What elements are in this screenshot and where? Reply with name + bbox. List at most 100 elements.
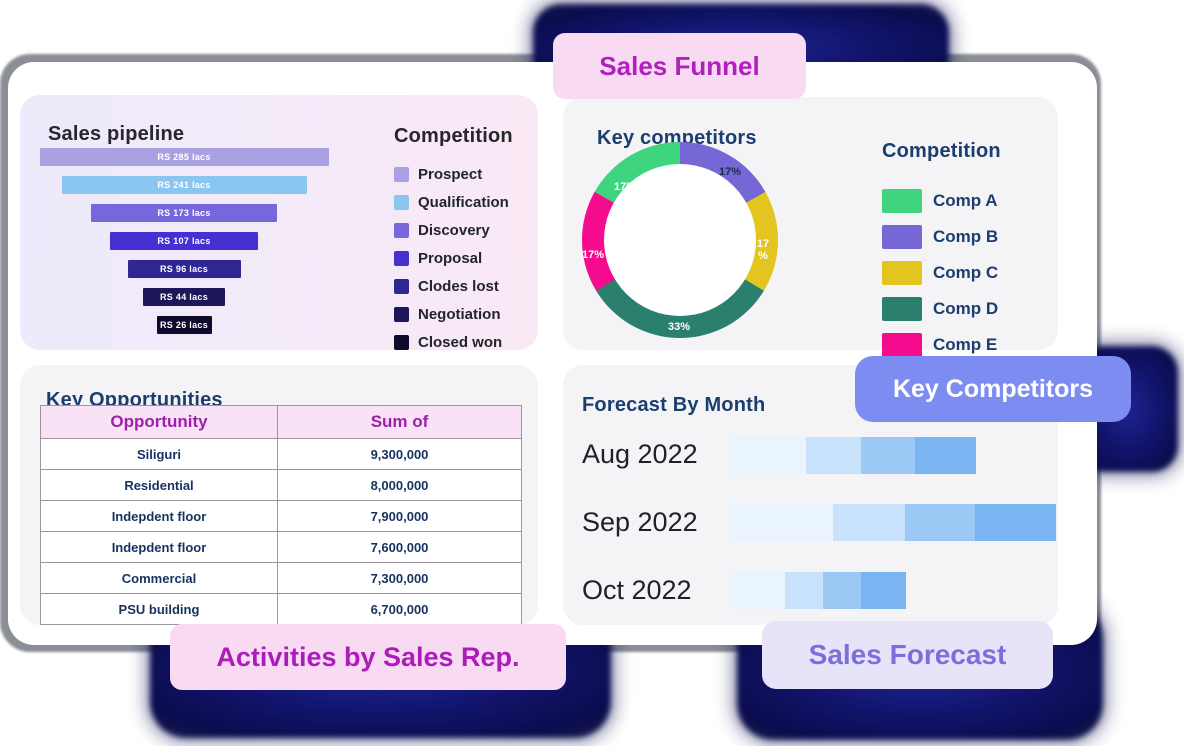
cell-sum: 7,600,000 xyxy=(277,531,522,563)
bar-segment xyxy=(730,504,833,541)
key-competitors-panel: Key competitors 17% 17% 17 % 33% 17% Com… xyxy=(563,97,1058,357)
funnel-bar: RS 241 lacs xyxy=(61,176,307,194)
funnel-bar: RS 96 lacs xyxy=(127,260,241,278)
funnel-bar: RS 26 lacs xyxy=(156,316,212,334)
competitors-legend-title: Competition xyxy=(882,139,1001,162)
forecast-stacked-bar xyxy=(730,504,1056,541)
table-row: Residential 8,000,000 xyxy=(40,469,522,501)
competitors-donut-chart: 17% 17% 17 % 33% 17% xyxy=(582,142,778,338)
legend-swatch-icon xyxy=(882,296,922,321)
legend-item: Discovery xyxy=(394,221,534,239)
column-header-opportunity: Opportunity xyxy=(40,405,278,439)
funnel-bar-label: RS 26 lacs xyxy=(159,320,209,330)
legend-label: Comp C xyxy=(933,262,999,282)
funnel-bar-label: RS 241 lacs xyxy=(157,180,211,190)
bar-segment xyxy=(806,437,861,474)
competitors-legend: Competition Comp A Comp B Comp C Comp D … xyxy=(882,123,1001,369)
sales-funnel-badge[interactable]: Sales Funnel xyxy=(553,33,806,99)
key-opportunities-panel: Key Opportunities Opportunity Sum of Sil… xyxy=(20,365,538,625)
funnel-bar: RS 285 lacs xyxy=(39,148,329,166)
legend-item: Comp A xyxy=(882,188,1001,213)
funnel-bar: RS 173 lacs xyxy=(91,204,277,222)
table-row: Indepdent floor 7,900,000 xyxy=(40,500,522,532)
legend-item: Negotiation xyxy=(394,305,534,323)
cell-opportunity: Indepdent floor xyxy=(40,531,278,563)
table-row: Commercial 7,300,000 xyxy=(40,562,522,594)
sales-forecast-badge[interactable]: Sales Forecast xyxy=(762,621,1053,689)
legend-item: Proposal xyxy=(394,249,534,267)
legend-label: Closed won xyxy=(418,333,503,351)
legend-label: Clodes lost xyxy=(418,277,499,295)
funnel-bar: RS 44 lacs xyxy=(143,288,225,306)
legend-swatch-icon xyxy=(882,332,922,357)
legend-item: Comp D xyxy=(882,296,1001,321)
cell-sum: 6,700,000 xyxy=(277,593,522,625)
cell-opportunity: Residential xyxy=(40,469,278,501)
legend-swatch-icon xyxy=(882,260,922,285)
key-competitors-badge[interactable]: Key Competitors xyxy=(855,356,1131,422)
cell-sum: 8,000,000 xyxy=(277,469,522,501)
cell-sum: 9,300,000 xyxy=(277,438,522,470)
legend-item: Clodes lost xyxy=(394,277,534,295)
legend-label: Discovery xyxy=(418,221,490,239)
cell-sum: 7,300,000 xyxy=(277,562,522,594)
legend-swatch-icon xyxy=(882,188,922,213)
legend-item: Comp E xyxy=(882,332,1001,357)
key-competitors-title: Key competitors xyxy=(597,126,757,149)
bar-segment xyxy=(861,572,906,609)
opportunities-table: Opportunity Sum of Siliguri 9,300,000 Res… xyxy=(40,405,522,625)
bar-segment xyxy=(905,504,975,541)
funnel-bar-label: RS 107 lacs xyxy=(157,236,211,246)
funnel-bar-label: RS 44 lacs xyxy=(159,292,209,302)
legend-swatch-icon xyxy=(394,250,409,266)
bar-segment xyxy=(730,572,785,609)
bar-segment xyxy=(833,504,905,541)
table-row: Siliguri 9,300,000 xyxy=(40,438,522,470)
legend-item: Closed won xyxy=(394,333,534,351)
legend-swatch-icon xyxy=(394,166,409,182)
forecast-title: Forecast By Month xyxy=(582,393,766,416)
pipeline-legend-title: Competition xyxy=(394,124,513,147)
legend-item: Qualification xyxy=(394,193,534,211)
table-row: Indepdent floor 7,600,000 xyxy=(40,531,522,563)
donut-slice-label: 17% xyxy=(581,248,605,261)
bar-segment xyxy=(915,437,976,474)
legend-swatch-icon xyxy=(394,222,409,238)
funnel-bar-label: RS 173 lacs xyxy=(157,208,211,218)
legend-label: Negotiation xyxy=(418,305,501,323)
sales-pipeline-panel: Sales pipeline RS 285 lacs RS 241 lacs R… xyxy=(20,95,538,351)
month-label: Oct 2022 xyxy=(582,575,692,605)
legend-swatch-icon xyxy=(394,278,409,294)
legend-item: Comp C xyxy=(882,260,1001,285)
cell-opportunity: PSU building xyxy=(40,593,278,625)
column-header-sum: Sum of xyxy=(277,405,522,439)
legend-item: Prospect xyxy=(394,166,534,183)
bar-segment xyxy=(861,437,915,474)
funnel-bar-label: RS 96 lacs xyxy=(159,264,209,274)
activities-badge[interactable]: Activities by Sales Rep. xyxy=(170,624,566,690)
bar-segment xyxy=(823,572,861,609)
pipeline-legend: Competition Prospect Qualification Disco… xyxy=(394,108,534,363)
donut-slice-label: 17% xyxy=(613,180,637,193)
sales-pipeline-funnel-chart: RS 285 lacs RS 241 lacs RS 173 lacs RS 1… xyxy=(30,148,338,344)
bar-segment xyxy=(785,572,823,609)
cell-opportunity: Commercial xyxy=(40,562,278,594)
bar-segment xyxy=(730,437,806,474)
legend-swatch-icon xyxy=(394,306,409,322)
donut-slice-label: 17 % xyxy=(756,237,770,262)
legend-label: Comp D xyxy=(933,298,999,318)
legend-label: Qualification xyxy=(418,193,509,211)
table-header-row: Opportunity Sum of xyxy=(40,405,522,439)
legend-swatch-icon xyxy=(394,334,409,350)
forecast-stacked-bar xyxy=(730,437,976,474)
bar-segment xyxy=(975,504,1056,541)
dashboard-card: Sales pipeline RS 285 lacs RS 241 lacs R… xyxy=(8,62,1097,645)
forecast-stacked-bar xyxy=(730,572,906,609)
funnel-bar: RS 107 lacs xyxy=(110,232,258,250)
sales-pipeline-title: Sales pipeline xyxy=(48,122,185,145)
legend-swatch-icon xyxy=(394,194,409,210)
legend-item: Comp B xyxy=(882,224,1001,249)
table-row: PSU building 6,700,000 xyxy=(40,593,522,625)
legend-label: Proposal xyxy=(418,249,483,267)
